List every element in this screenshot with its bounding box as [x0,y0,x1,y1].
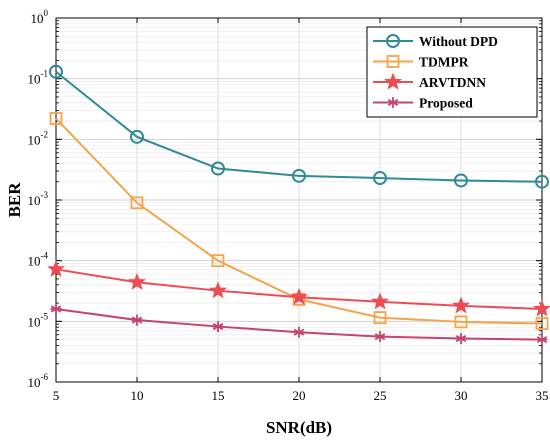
data-point [452,296,470,314]
series-proposed [50,303,548,346]
legend-entry: Without DPD [373,34,498,49]
y-tick-label: 10-2 [28,129,49,147]
data-point [373,171,387,186]
data-point [455,333,467,345]
legend-marker [387,97,399,108]
x-tick-label: 25 [374,388,387,403]
y-tick-label: 10-6 [28,372,49,390]
data-point [374,331,386,343]
data-point [533,299,550,317]
x-axis-title: SNR(dB) [266,418,332,437]
data-point [47,259,65,277]
data-point [290,287,308,305]
legend-label: Proposed [419,96,473,111]
legend: Without DPD TDMPR ARVTDNN Proposed [366,26,538,118]
data-point [131,314,143,326]
x-tick-label: 10 [131,388,144,403]
series-without-dpd [49,64,549,189]
legend-marker [386,55,400,68]
x-tick-label: 20 [293,388,306,403]
data-point [371,292,389,310]
series-layer [47,64,550,346]
x-tick-label: 5 [53,388,60,403]
series-arvtdnn [47,259,550,317]
y-tick-label: 10-5 [28,311,49,329]
x-tick-label: 30 [455,388,468,403]
legend-marker [386,34,400,48]
legend-label: ARVTDNN [419,75,486,90]
data-point [130,196,144,210]
data-point [49,64,63,79]
y-tick-label: 10-4 [28,251,49,269]
data-point [536,334,548,346]
y-axis-title: BER [5,182,24,218]
legend-entry: TDMPR [373,55,469,70]
y-tick-label: 10-1 [28,69,49,87]
data-point [535,317,549,330]
data-point [535,174,549,189]
data-point [50,303,62,315]
data-point [128,272,146,290]
data-point [211,161,225,176]
y-tick-label: 100 [31,8,49,26]
data-point [211,254,225,268]
x-tick-label: 15 [212,388,225,403]
legend-marker [384,72,402,90]
legend-label: TDMPR [419,55,469,70]
x-tick-label: 35 [536,388,549,403]
data-point [454,315,468,329]
legend-entry: ARVTDNN [373,72,486,90]
y-tick-label: 10-3 [28,190,49,208]
legend-entry: Proposed [373,96,473,111]
data-point [209,281,227,299]
data-point [49,112,63,125]
data-point [130,129,144,144]
data-point [212,321,224,333]
legend-label: Without DPD [419,34,498,49]
axis-ticks: 5 10 15 20 25 30 35 10-6 10-5 10-4 10-3 10-2 10-1 100 [28,8,549,403]
series-line [55,70,543,183]
data-point [454,173,468,188]
data-point [293,326,305,338]
data-point [373,311,387,325]
data-point [292,168,306,183]
